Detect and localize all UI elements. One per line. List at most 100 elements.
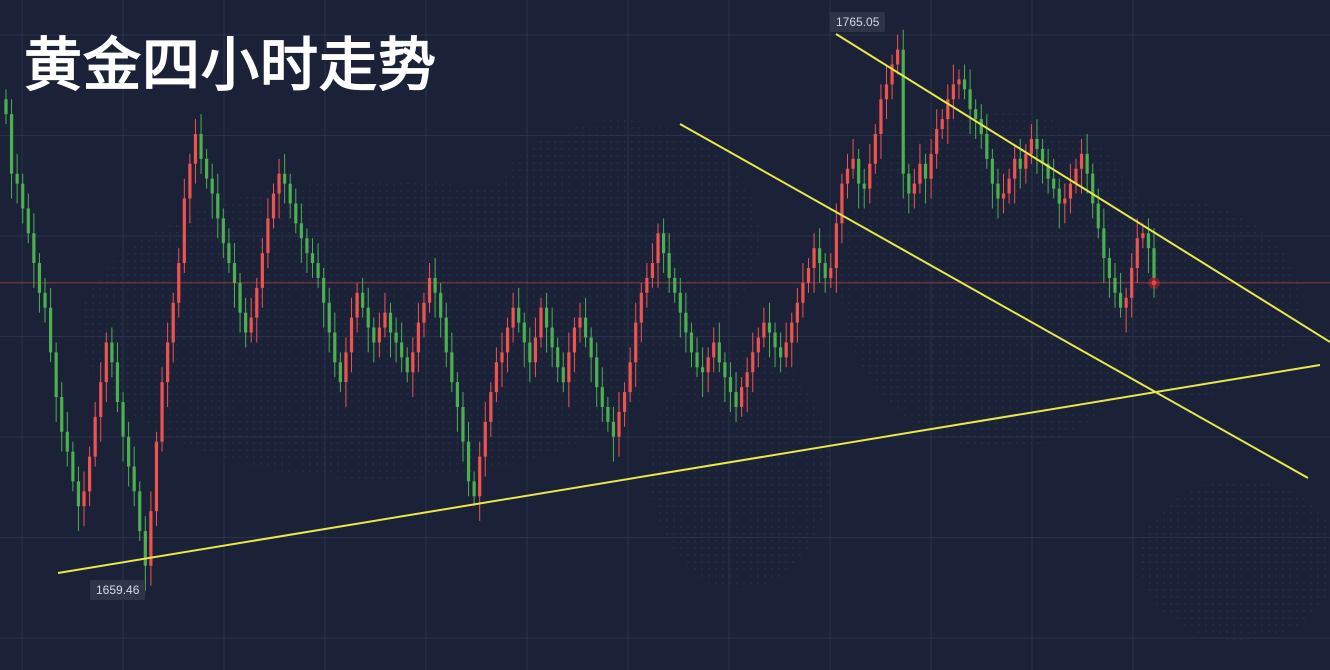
candle-body [528, 342, 532, 363]
candle-body [48, 307, 53, 353]
candle-body [288, 183, 292, 204]
candle-body [32, 233, 36, 264]
candle-body [9, 114, 14, 174]
candle-body [60, 397, 64, 432]
candle-body [182, 198, 186, 264]
candle-body [1052, 178, 1056, 189]
candle-body [756, 337, 760, 353]
candle-body [578, 317, 582, 328]
candle-body [244, 312, 248, 333]
candle-body [76, 481, 81, 507]
candle-body [294, 203, 298, 224]
candle-body [957, 79, 961, 85]
candle-body [121, 402, 125, 437]
candle-body [773, 332, 777, 348]
candle-body [433, 277, 437, 293]
candle-body [193, 134, 198, 164]
candle-body [717, 342, 721, 363]
candle-body [372, 327, 376, 343]
candle-body [26, 208, 30, 234]
candle-body [929, 153, 933, 179]
candle-body [896, 49, 900, 65]
candle-body [338, 362, 342, 383]
candle-body [149, 511, 153, 566]
candle-body [661, 233, 666, 254]
candle-body [823, 263, 827, 278]
candle-body [701, 367, 705, 373]
candle-body [935, 129, 939, 154]
candle-body [344, 352, 348, 383]
candle-body [1141, 233, 1145, 239]
candle-body [216, 193, 220, 219]
candle-body [1079, 153, 1084, 169]
candle-body [1107, 258, 1112, 278]
candle-body [812, 248, 816, 268]
candle-body [1063, 198, 1067, 204]
candle-body [143, 531, 147, 566]
candle-body [65, 431, 69, 452]
candle-body [1124, 297, 1128, 308]
candle-body [873, 134, 877, 164]
candle-body [405, 357, 409, 373]
candle-body [634, 322, 638, 363]
candle-body [818, 248, 822, 264]
candle-body [87, 456, 92, 492]
candle-body [734, 392, 738, 407]
candle-body [1102, 228, 1106, 259]
candle-body [271, 193, 276, 219]
candle-body [745, 372, 749, 388]
candle-body [762, 322, 766, 338]
candle-body [751, 352, 755, 373]
candle-body [1152, 248, 1156, 278]
candle-body [561, 367, 565, 383]
candle-body [962, 79, 967, 90]
candle-body [974, 109, 978, 120]
candle-body [689, 332, 694, 353]
candle-body [795, 302, 799, 323]
candle-body [255, 287, 259, 318]
candle-body [857, 158, 861, 184]
candle-body [299, 223, 303, 239]
candle-body [1024, 153, 1028, 169]
candle-body [940, 119, 944, 130]
candle-body [305, 238, 309, 254]
candle-body [466, 441, 471, 482]
candle-body [1085, 153, 1089, 174]
candle-body [611, 421, 616, 437]
candle-body [500, 352, 504, 363]
candle-body [595, 357, 599, 388]
candle-body [544, 307, 549, 328]
candle-body [138, 491, 142, 532]
candle-body [238, 282, 242, 313]
candle-body [115, 362, 120, 402]
candle-body [349, 317, 354, 353]
candle-body [728, 377, 733, 393]
candle-body [310, 253, 315, 264]
candle-body [366, 307, 370, 328]
candle-body [1146, 233, 1151, 249]
candle-body [862, 183, 866, 189]
candle-body [533, 337, 538, 363]
candle-body [1029, 138, 1033, 154]
candle-body [361, 292, 365, 308]
candle-body [478, 456, 482, 497]
candle-body [1035, 138, 1039, 149]
trendline-support [57, 364, 1321, 574]
candle-body [517, 307, 521, 323]
candle-body [1068, 183, 1073, 199]
candle-body [851, 158, 855, 169]
candle-body [1057, 188, 1061, 204]
candle-body [723, 362, 727, 378]
candle-body [979, 119, 983, 134]
current-price-dot [1151, 280, 1157, 286]
candle-body [494, 362, 499, 393]
candle-body [4, 99, 8, 115]
candle-body [968, 89, 972, 110]
candle-body [422, 302, 426, 323]
candle-body [166, 342, 170, 383]
candle-body [93, 416, 97, 457]
chart-title: 黄金四小时走势 [24, 31, 438, 99]
candle-body [260, 253, 264, 288]
